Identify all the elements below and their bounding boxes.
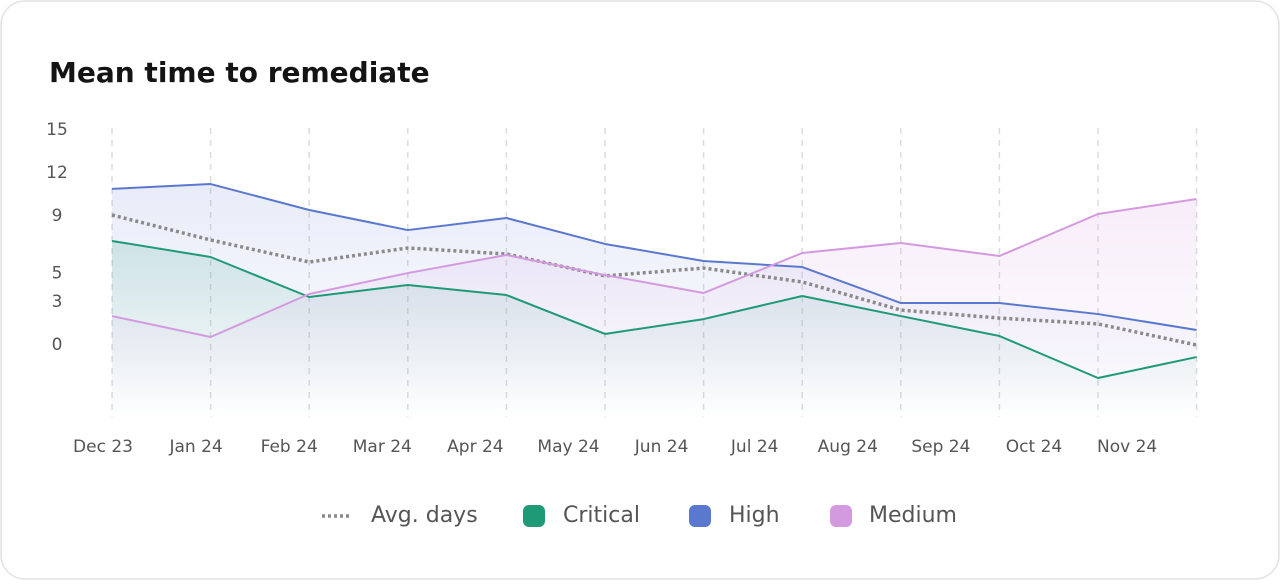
y-tick-label: 9 — [52, 206, 63, 226]
legend-icon — [523, 505, 545, 527]
y-tick-label: 12 — [46, 163, 68, 183]
legend-label: High — [729, 503, 780, 528]
x-tick-label: Sep 24 — [911, 437, 970, 457]
area — [112, 198, 1197, 417]
x-tick-label: Jan 24 — [168, 437, 222, 457]
series-line — [111, 183, 1197, 331]
legend-icon — [830, 505, 852, 527]
x-tick-label: Jun 24 — [634, 437, 689, 457]
chart-title: Mean time to remediate — [49, 56, 430, 89]
x-tick-label: Dec 23 — [73, 437, 133, 457]
series-line — [111, 239, 1197, 379]
x-tick-label: Nov 24 — [1097, 437, 1157, 457]
y-tick-label: 0 — [52, 335, 63, 355]
legend-label: Medium — [869, 503, 957, 528]
x-tick-label: Aug 24 — [818, 437, 878, 457]
legend-label: Critical — [563, 503, 640, 528]
x-tick-label: Mar 24 — [353, 437, 412, 457]
series-line — [111, 197, 1197, 338]
series-line — [111, 213, 1197, 347]
y-tick-label: 5 — [52, 263, 63, 283]
x-tick-label: Oct 24 — [1006, 437, 1062, 457]
x-tick-label: Jul 24 — [730, 437, 779, 457]
x-tick-label: May 24 — [537, 437, 599, 457]
x-tick-label: Apr 24 — [447, 437, 503, 457]
x-tick-label: Feb 24 — [261, 437, 318, 457]
y-tick-label: 3 — [52, 292, 63, 312]
legend-label: Avg. days — [371, 503, 478, 528]
legend-icon — [689, 505, 711, 527]
y-tick-label: 15 — [46, 120, 68, 140]
